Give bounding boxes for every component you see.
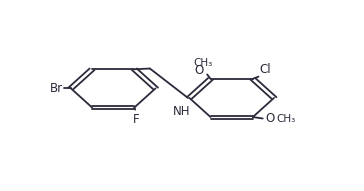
Text: CH₃: CH₃ (194, 58, 213, 68)
Text: O: O (194, 64, 203, 77)
Text: Br: Br (50, 82, 63, 95)
Text: Cl: Cl (259, 63, 271, 76)
Text: O: O (265, 112, 274, 125)
Text: CH₃: CH₃ (277, 113, 296, 124)
Text: NH: NH (173, 104, 190, 117)
Text: F: F (133, 113, 140, 126)
